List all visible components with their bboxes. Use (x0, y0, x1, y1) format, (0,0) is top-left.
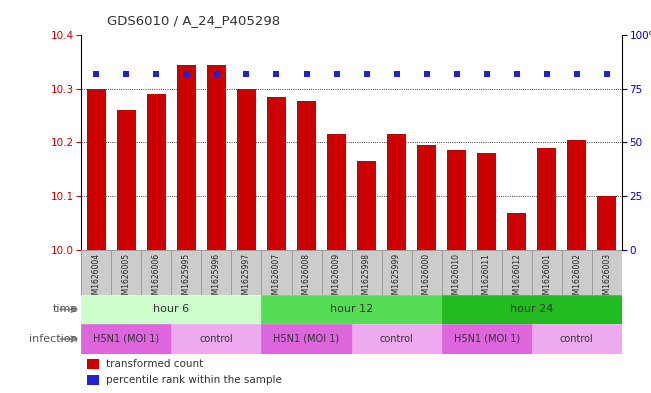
Text: control: control (200, 334, 233, 344)
Text: GSM1626012: GSM1626012 (512, 253, 521, 304)
Point (242, 71, 252, 77)
Bar (146, 94, 166, 250)
Text: GSM1626002: GSM1626002 (572, 253, 581, 304)
Point (602, 71, 612, 77)
Bar (352, 324, 441, 354)
Text: H5N1 (MOI 1): H5N1 (MOI 1) (93, 334, 159, 344)
Text: H5N1 (MOI 1): H5N1 (MOI 1) (273, 334, 340, 344)
Point (271, 71, 282, 77)
Bar (327, 134, 346, 250)
Bar (87, 359, 99, 369)
Point (512, 71, 522, 77)
Text: GSM1626011: GSM1626011 (482, 253, 491, 304)
Text: GSM1626001: GSM1626001 (542, 253, 551, 304)
Bar (477, 153, 496, 250)
Text: GSM1626000: GSM1626000 (422, 253, 431, 304)
Point (361, 71, 372, 77)
Point (421, 71, 432, 77)
Bar (297, 101, 316, 250)
Text: hour 24: hour 24 (510, 305, 553, 314)
Point (481, 71, 492, 77)
Bar (262, 295, 441, 324)
Bar (532, 324, 622, 354)
Text: GSM1626009: GSM1626009 (332, 253, 341, 304)
Point (391, 71, 402, 77)
Bar (441, 324, 532, 354)
Text: hour 6: hour 6 (154, 305, 189, 314)
Bar (507, 213, 527, 250)
Text: hour 12: hour 12 (330, 305, 373, 314)
Bar (441, 295, 622, 324)
Bar (357, 161, 376, 250)
Point (181, 71, 191, 77)
Bar (87, 89, 106, 250)
Bar (117, 110, 136, 250)
Bar (81, 295, 262, 324)
Text: GSM1626006: GSM1626006 (152, 253, 161, 304)
Text: GSM1626005: GSM1626005 (122, 253, 131, 304)
Text: control: control (560, 334, 594, 344)
Text: GSM1626010: GSM1626010 (452, 253, 461, 304)
Text: GDS6010 / A_24_P405298: GDS6010 / A_24_P405298 (107, 15, 281, 28)
Bar (267, 97, 286, 250)
Bar (387, 134, 406, 250)
Text: control: control (380, 334, 413, 344)
Bar (537, 148, 557, 250)
Bar (237, 89, 256, 250)
Bar (81, 324, 171, 354)
Point (151, 71, 161, 77)
Bar (447, 151, 466, 250)
Bar (207, 65, 226, 250)
Bar (417, 145, 436, 250)
Point (211, 71, 221, 77)
Bar (171, 324, 262, 354)
Text: percentile rank within the sample: percentile rank within the sample (105, 375, 282, 385)
Point (572, 71, 582, 77)
Text: GSM1625999: GSM1625999 (392, 253, 401, 304)
Bar (262, 324, 352, 354)
Point (331, 71, 342, 77)
Text: GSM1625996: GSM1625996 (212, 253, 221, 304)
Text: transformed count: transformed count (105, 358, 203, 369)
Text: H5N1 (MOI 1): H5N1 (MOI 1) (454, 334, 519, 344)
Bar (87, 375, 99, 385)
Point (301, 71, 312, 77)
Point (451, 71, 462, 77)
Text: time: time (53, 305, 78, 314)
Bar (567, 140, 587, 250)
Point (121, 71, 132, 77)
Text: GSM1626007: GSM1626007 (272, 253, 281, 304)
Text: infection: infection (29, 334, 78, 344)
Text: GSM1626004: GSM1626004 (92, 253, 101, 304)
Bar (597, 196, 616, 250)
Point (542, 71, 552, 77)
Point (91, 71, 102, 77)
Text: GSM1625995: GSM1625995 (182, 253, 191, 304)
Bar (176, 65, 196, 250)
Text: GSM1626008: GSM1626008 (302, 253, 311, 304)
Text: GSM1626003: GSM1626003 (602, 253, 611, 304)
Text: GSM1625998: GSM1625998 (362, 253, 371, 304)
Text: GSM1625997: GSM1625997 (242, 253, 251, 304)
